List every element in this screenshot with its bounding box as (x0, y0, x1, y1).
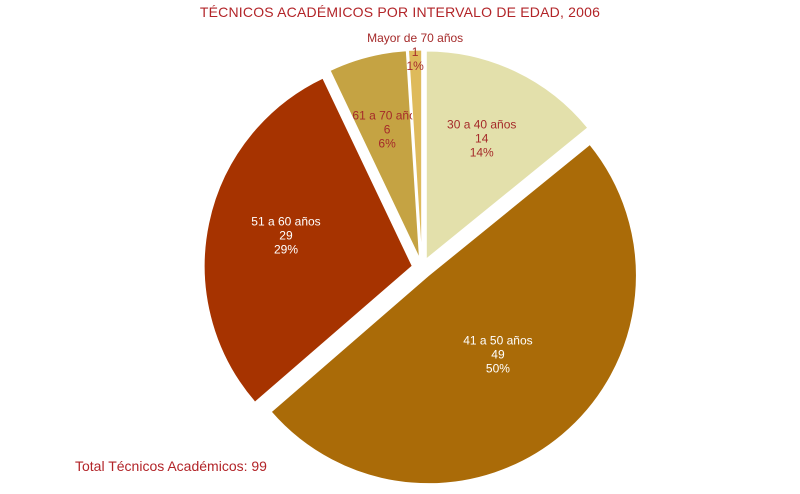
slice-percent-0: 14% (470, 146, 494, 160)
slice-value-4: 1 (412, 45, 419, 59)
slice-value-1: 49 (491, 348, 505, 362)
slice-value-2: 29 (279, 229, 293, 243)
slice-value-3: 6 (384, 122, 391, 136)
pie-slice-0 (425, 50, 589, 261)
pie-slice-4 (407, 49, 423, 259)
slice-name-4: Mayor de 70 años (367, 31, 463, 45)
slice-name-2: 51 a 60 años (251, 215, 320, 229)
slice-percent-3: 6% (378, 136, 396, 150)
slice-percent-2: 29% (274, 243, 298, 257)
slice-percent-4: 1% (406, 59, 424, 73)
pie-slice-2 (203, 77, 413, 403)
slice-percent-1: 50% (486, 362, 510, 376)
slice-name-0: 30 a 40 años (447, 118, 516, 132)
chart-title: TÉCNICOS ACADÉMICOS POR INTERVALO DE EDA… (199, 4, 601, 20)
pie-slice-1 (270, 143, 637, 485)
slice-name-1: 41 a 50 años (463, 334, 532, 348)
pie-slice-3 (329, 50, 420, 259)
slice-name-3: 61 a 70 años (352, 108, 421, 122)
slice-value-0: 14 (475, 132, 489, 146)
total-note: Total Técnicos Académicos: 99 (75, 458, 267, 474)
